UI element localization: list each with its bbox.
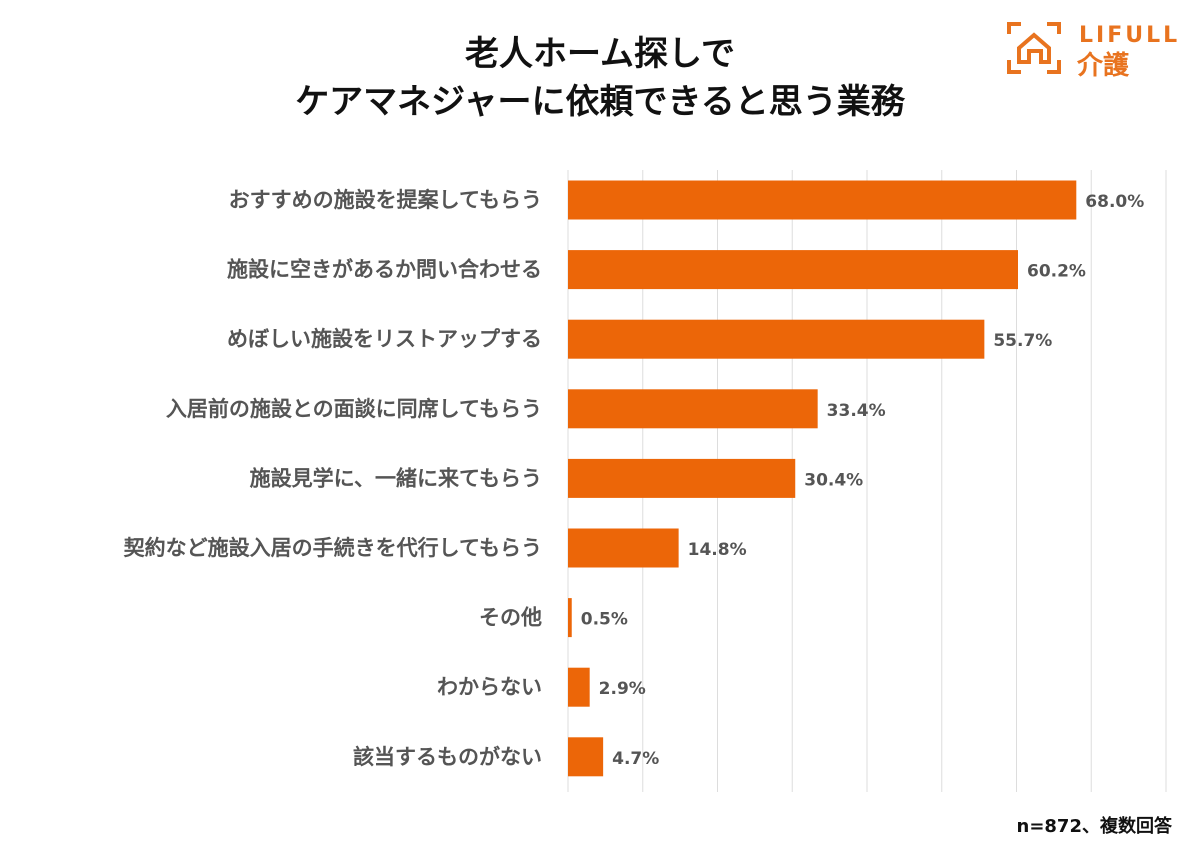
category-label: わからない — [437, 675, 542, 699]
title-line-2: ケアマネジャーに依頼できると思う業務 — [295, 82, 905, 122]
chart-title: 老人ホーム探しで ケアマネジャーに依頼できると思う業務 — [0, 30, 1200, 126]
lifull-kaigo-logo: LIFULL 介護 — [1005, 18, 1185, 81]
category-label: 施設見学に、一緒に来てもらう — [250, 466, 542, 490]
logo-text-bottom: 介護 — [1076, 50, 1130, 78]
bar — [568, 458, 796, 498]
category-label: 入居前の施設との面談に同席してもらう — [166, 397, 542, 421]
bar — [568, 389, 818, 429]
category-label: 該当するものがない — [353, 745, 542, 769]
bar — [568, 667, 590, 707]
house-in-frame-icon: LIFULL 介護 — [1007, 22, 1180, 81]
category-label: 施設に空きがあるか問い合わせる — [227, 258, 542, 282]
logo-text-top: LIFULL — [1079, 23, 1180, 48]
category-label: 契約など施設入居の手続きを代行してもらう — [123, 536, 542, 560]
sample-note: n=872、複数回答 — [1016, 816, 1172, 837]
value-label: 2.9% — [599, 679, 646, 699]
bar — [568, 737, 604, 777]
value-label: 60.2% — [1027, 262, 1086, 282]
bar — [568, 250, 1018, 290]
category-label: その他 — [479, 606, 542, 630]
title-line-1: 老人ホーム探しで — [465, 34, 735, 74]
bar — [568, 180, 1077, 220]
value-label: 0.5% — [581, 610, 628, 630]
bar — [568, 598, 572, 638]
value-label: 33.4% — [827, 401, 886, 421]
bar — [568, 528, 679, 568]
bar — [568, 319, 985, 359]
category-label: おすすめの施設を提案してもらう — [229, 188, 542, 212]
value-label: 68.0% — [1085, 192, 1144, 212]
value-label: 4.7% — [612, 749, 659, 769]
category-label: めぼしい施設をリストアップする — [227, 327, 542, 351]
value-label: 14.8% — [688, 540, 747, 560]
value-label: 55.7% — [993, 331, 1052, 351]
value-label: 30.4% — [804, 470, 863, 490]
